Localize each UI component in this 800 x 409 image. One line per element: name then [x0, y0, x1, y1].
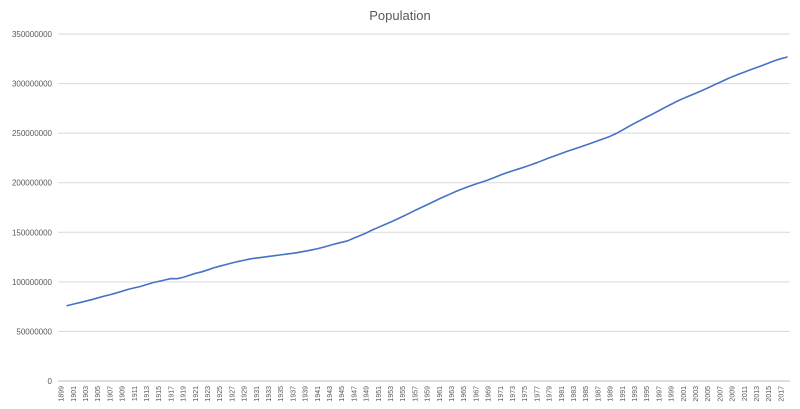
- y-tick-label: 150000000: [12, 228, 53, 237]
- x-tick-label: 1919: [181, 386, 188, 402]
- x-tick-label: 1985: [583, 386, 590, 402]
- x-tick-label: 1911: [132, 386, 139, 401]
- x-tick-label: 1973: [510, 386, 517, 402]
- x-tick-label: 1909: [120, 386, 127, 402]
- series-lines: [66, 56, 788, 307]
- series-line: [66, 56, 788, 307]
- x-tick-label: 2003: [693, 386, 700, 402]
- y-tick-label: 250000000: [12, 129, 53, 138]
- x-tick-label: 1955: [400, 386, 407, 402]
- x-tick-label: 2005: [705, 386, 712, 402]
- x-tick-label: 1971: [498, 386, 505, 402]
- x-tick-label: 2009: [730, 386, 737, 402]
- x-tick-label: 2015: [766, 386, 773, 402]
- x-tick-label: 1945: [339, 386, 346, 402]
- x-tick-label: 1963: [449, 386, 456, 402]
- x-tick-label: 1933: [266, 386, 273, 402]
- y-tick-label: 200000000: [12, 179, 53, 188]
- x-tick-label: 1949: [364, 386, 371, 402]
- x-tick-label: 1929: [242, 386, 249, 402]
- y-tick-label: 100000000: [12, 278, 53, 287]
- x-tick-label: 1979: [547, 386, 554, 402]
- gridlines: [58, 33, 790, 332]
- x-tick-label: 1935: [278, 386, 285, 402]
- x-tick-label: 1899: [59, 386, 66, 402]
- x-tick-label: 1965: [461, 386, 468, 402]
- y-tick-label: 50000000: [16, 327, 52, 336]
- x-tick-label: 1993: [632, 386, 639, 402]
- x-tick-label: 1987: [595, 386, 602, 402]
- x-tick-label: 1975: [522, 386, 529, 402]
- x-tick-label: 1917: [168, 386, 175, 402]
- x-tick-label: 1953: [388, 386, 395, 402]
- x-tick-label: 1983: [571, 386, 578, 402]
- x-tick-label: 1921: [193, 386, 200, 402]
- x-tick-label: 1923: [205, 386, 212, 402]
- x-tick-label: 1969: [486, 386, 493, 402]
- x-tick-label: 1951: [376, 386, 383, 402]
- x-tick-label: 2013: [754, 386, 761, 402]
- x-tick-label: 1903: [83, 386, 90, 402]
- y-axis-tick-labels: 0 50000000 100000000 150000000 200000000 2500…: [12, 30, 53, 386]
- x-tick-label: 1941: [315, 386, 322, 402]
- x-tick-label: 1939: [303, 386, 310, 402]
- x-tick-label: 1991: [620, 386, 627, 402]
- x-tick-label: 1997: [656, 386, 663, 402]
- y-tick-label: 350000000: [12, 30, 53, 39]
- chart-title: Population: [369, 8, 430, 23]
- y-tick-label: 300000000: [12, 80, 53, 89]
- x-tick-label: 1989: [608, 386, 615, 402]
- x-tick-label: 1915: [156, 386, 163, 402]
- x-tick-label: 1907: [107, 386, 114, 402]
- y-tick-label: 0: [48, 377, 53, 386]
- x-tick-label: 1967: [473, 386, 480, 402]
- x-tick-label: 1981: [559, 386, 566, 402]
- x-tick-label: 1927: [229, 386, 236, 402]
- x-tick-label: 1905: [95, 386, 102, 402]
- x-tick-label: 2007: [717, 386, 724, 402]
- x-tick-label: 1901: [71, 386, 78, 402]
- x-tick-label: 1925: [217, 386, 224, 402]
- x-tick-label: 2017: [778, 386, 785, 402]
- x-tick-label: 1937: [290, 386, 297, 402]
- x-tick-label: 1959: [425, 386, 432, 402]
- x-tick-label: 1947: [351, 386, 358, 402]
- x-tick-label: 2011: [742, 386, 749, 401]
- x-tick-label: 1961: [437, 386, 444, 402]
- x-tick-label: 1999: [669, 386, 676, 402]
- x-tick-label: 1943: [327, 386, 334, 402]
- x-tick-label: 1995: [644, 386, 651, 402]
- x-tick-label: 1931: [254, 386, 261, 402]
- x-tick-label: 1913: [144, 386, 151, 402]
- x-tick-label: 2001: [681, 386, 688, 402]
- x-tick-label: 1977: [534, 386, 541, 402]
- x-tick-label: 1957: [412, 386, 419, 402]
- x-axis-tick-labels: 1899 1901 1903 1905 1907 1909 1911 1913 1915 1917…: [59, 386, 786, 402]
